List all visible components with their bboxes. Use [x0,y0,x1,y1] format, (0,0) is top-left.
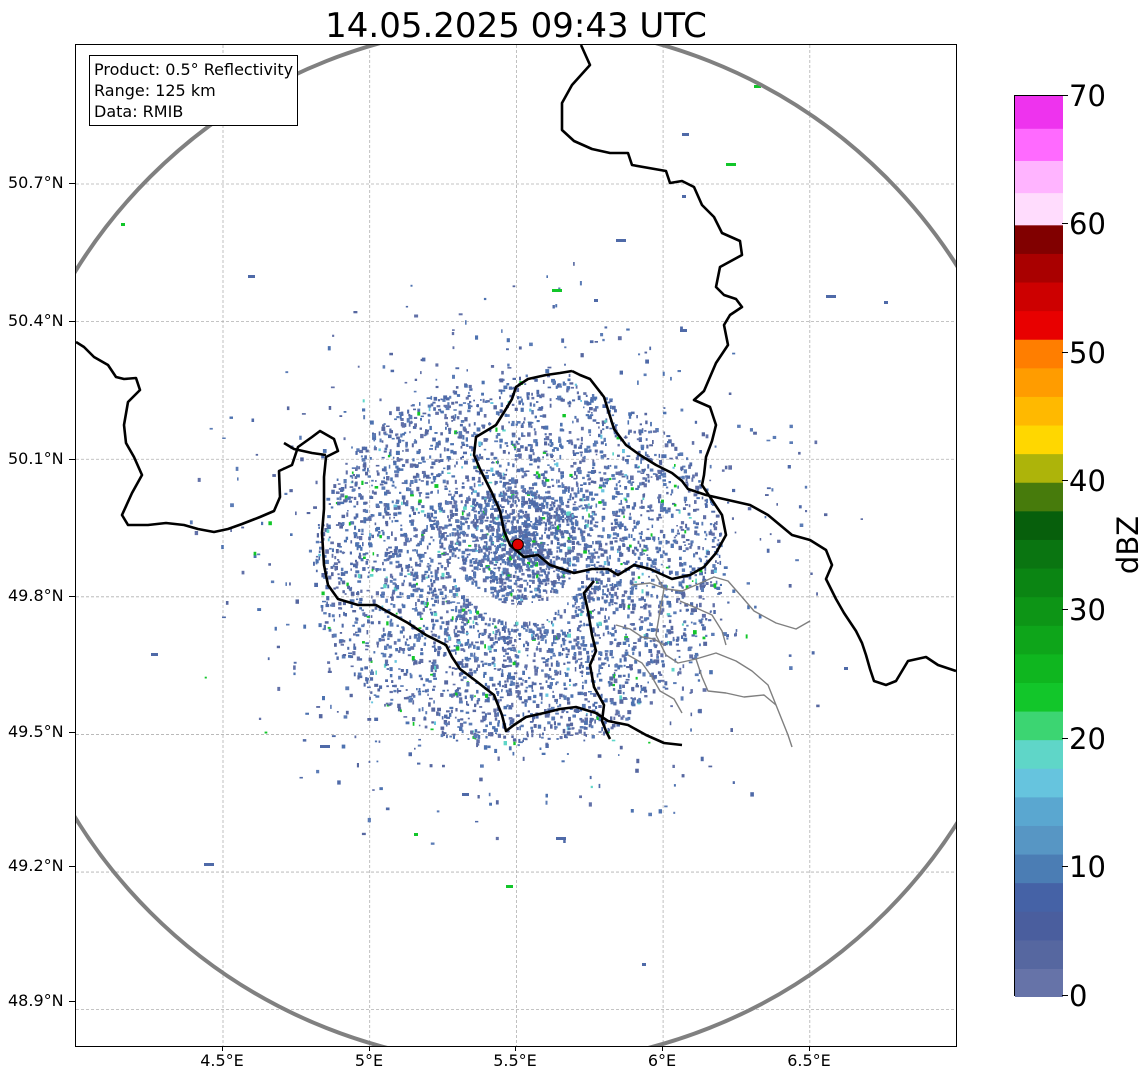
country-borders [76,45,956,747]
colorbar-tick [1062,738,1068,739]
colorbar-swatch [1015,653,1063,683]
reflectivity-echoes [121,85,888,966]
colorbar-swatch [1015,682,1063,712]
lat-label-50.7: 50.7°N [8,173,64,192]
colorbar-swatch [1015,939,1063,969]
colorbar-swatch [1015,710,1063,741]
colorbar-swatches [1015,96,1063,997]
admin-boundaries-germany [615,574,811,748]
data-source-label: Data: RMIB [94,102,184,121]
colorbar-tick [1062,866,1068,867]
border-germany-france-southeast [571,369,956,687]
lat-tick [69,321,75,322]
product-label: Product: 0.5° Reflectivity [94,60,294,79]
lon-label-5.5: 5.5°E [493,1051,537,1070]
reflectivity-colorbar [1014,95,1063,997]
colorbar-swatch [1015,596,1063,626]
colorbar-swatch [1015,796,1063,826]
colorbar-label-50: 50 [1069,336,1106,370]
lon-tick [369,1046,370,1051]
colorbar-label-30: 30 [1069,593,1106,627]
colorbar-swatch [1015,339,1063,369]
range-label: Range: 125 km [94,81,216,100]
lon-label-5: 5°E [354,1051,384,1070]
radar-map-canvas [76,45,956,1046]
colorbar-unit: dBZ [1111,515,1145,575]
colorbar-tick [1062,223,1068,224]
colorbar-label-20: 20 [1069,722,1106,756]
colorbar-label-40: 40 [1069,464,1106,498]
lat-label-50.1: 50.1°N [8,449,64,468]
border-belgium-lux-north [283,441,327,457]
colorbar-swatch [1015,482,1063,512]
colorbar-swatch [1015,768,1063,798]
colorbar-swatch [1015,281,1063,312]
border-luxembourg-west [582,580,612,740]
colorbar-swatch [1015,224,1063,254]
colorbar-label-70: 70 [1069,79,1106,113]
colorbar-swatch [1015,424,1063,455]
lon-tick [515,1046,516,1051]
lon-label-4.5: 4.5°E [200,1051,244,1070]
colorbar-swatch [1015,96,1063,129]
lat-tick [69,459,75,460]
colorbar-tick [1062,995,1068,996]
lon-tick [809,1046,810,1051]
lat-label-49.8: 49.8°N [8,586,64,605]
colorbar-swatch [1015,968,1063,997]
lat-label-48.9: 48.9°N [8,991,64,1010]
lat-label-49.2: 49.2°N [8,856,64,875]
colorbar-swatch [1015,625,1063,655]
colorbar-swatch [1015,739,1063,769]
colorbar-swatch [1015,539,1063,569]
lat-label-50.4: 50.4°N [8,311,64,330]
colorbar-swatch [1015,192,1063,226]
lon-label-6: 6°E [647,1051,677,1070]
colorbar-tick [1062,95,1068,96]
product-info-box: Product: 0.5° Reflectivity Range: 125 km… [89,55,299,126]
colorbar-swatch [1015,128,1063,161]
colorbar-tick [1062,352,1068,353]
border-luxembourg-east [472,45,744,581]
lat-tick [69,596,75,597]
colorbar-swatch [1015,567,1063,598]
colorbar-swatch [1015,160,1063,194]
colorbar-swatch [1015,367,1063,397]
colorbar-label-0: 0 [1069,979,1088,1013]
colorbar-swatch [1015,253,1063,283]
radar-map [75,44,957,1047]
border-france-belgium-west [76,340,683,747]
map-title: 14.05.2025 09:43 UTC [325,6,707,46]
radar-site-marker [511,538,524,551]
colorbar-swatch [1015,882,1063,912]
lon-tick [662,1046,663,1051]
colorbar-swatch [1015,911,1063,941]
colorbar-swatch [1015,510,1063,540]
colorbar-label-60: 60 [1069,207,1106,241]
lat-tick [69,183,75,184]
colorbar-swatch [1015,310,1063,340]
lon-label-6.5: 6.5°E [787,1051,831,1070]
colorbar-label-10: 10 [1069,850,1106,884]
lat-tick [69,866,75,867]
lat-tick [69,1001,75,1002]
colorbar-swatch [1015,853,1063,884]
lat-tick [69,732,75,733]
colorbar-swatch [1015,825,1063,855]
colorbar-tick [1062,480,1068,481]
lat-label-49.5: 49.5°N [8,722,64,741]
colorbar-swatch [1015,396,1063,426]
lon-tick [222,1046,223,1051]
colorbar-tick [1062,609,1068,610]
colorbar-swatch [1015,453,1063,483]
